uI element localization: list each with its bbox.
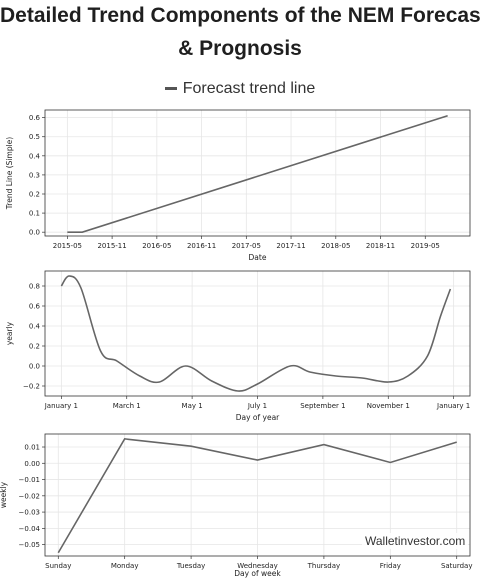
x-tick-label: 2015-05 xyxy=(53,242,82,250)
series-line xyxy=(60,275,452,392)
y-tick-label: 0.1 xyxy=(29,210,40,218)
y-tick-label: 0.00 xyxy=(24,460,40,468)
y-tick-label: −0.03 xyxy=(19,509,40,517)
x-tick-label: Thursday xyxy=(307,562,341,570)
y-tick-label: −0.01 xyxy=(19,476,40,484)
y-tick-label: −0.05 xyxy=(19,541,40,549)
y-tick-label: 0.0 xyxy=(29,363,40,371)
y-tick-label: 0.0 xyxy=(29,229,40,237)
trend-chart: 0.0 0.1 0.2 0.3 0.4 0.5 0.6 2015-05 2015-11 2016-… xyxy=(5,109,471,262)
x-tick-label: 2017-11 xyxy=(276,242,305,250)
series-line xyxy=(67,114,448,233)
x-tick-label: 2019-05 xyxy=(411,242,440,250)
x-tick-label: September 1 xyxy=(300,402,345,410)
y-axis-label: Trend Line (Simple) xyxy=(5,137,14,210)
x-tick-label: Friday xyxy=(380,562,401,570)
watermark: Walletinvestor.com xyxy=(362,533,469,549)
x-tick-label: 2018-11 xyxy=(366,242,395,250)
x-tick-label: Wednesday xyxy=(237,562,278,570)
y-tick-label: 0.5 xyxy=(29,133,40,141)
y-tick-label: 0.4 xyxy=(29,152,41,160)
y-axis-label: weekly xyxy=(0,481,8,508)
x-tick-label: Tuesday xyxy=(176,562,205,570)
y-tick-label: −0.2 xyxy=(23,383,40,391)
x-tick-label: Monday xyxy=(111,562,139,570)
x-tick-label: 2016-05 xyxy=(142,242,171,250)
x-tick-label: March 1 xyxy=(113,402,141,410)
weekly-chart: −0.05 −0.04 −0.03 −0.02 −0.01 0.00 0.01 Sunday M… xyxy=(0,433,473,578)
x-tick-label: May 1 xyxy=(182,402,203,410)
x-tick-label: 2016-11 xyxy=(187,242,216,250)
y-tick-label: −0.04 xyxy=(19,525,41,533)
x-tick-label: November 1 xyxy=(367,402,410,410)
y-tick-label: 0.6 xyxy=(29,114,41,122)
chart-title-line2: & Prognosis xyxy=(178,37,302,60)
x-tick-label: Saturday xyxy=(441,562,473,570)
x-axis-label: Date xyxy=(249,253,267,262)
y-tick-label: 0.2 xyxy=(29,191,40,199)
legend: Forecast trend line xyxy=(0,80,480,98)
x-tick-label: July 1 xyxy=(247,402,267,410)
x-tick-label: January 1 xyxy=(44,402,78,410)
y-tick-label: −0.02 xyxy=(19,492,40,500)
x-axis-label: Day of year xyxy=(236,413,280,422)
y-axis-label: yearly xyxy=(5,321,14,345)
legend-swatch xyxy=(164,87,177,91)
y-tick-label: 0.2 xyxy=(29,343,40,351)
y-tick-label: 0.01 xyxy=(24,444,40,452)
x-tick-label: 2015-11 xyxy=(97,242,126,250)
x-axis-label: Day of week xyxy=(234,569,281,578)
x-tick-label: 2018-05 xyxy=(321,242,350,250)
y-tick-label: 0.8 xyxy=(29,283,40,291)
x-tick-label: 2017-05 xyxy=(232,242,261,250)
y-tick-label: 0.6 xyxy=(29,303,41,311)
x-tick-label: January 1 xyxy=(436,402,470,410)
x-tick-label: Sunday xyxy=(45,562,71,570)
legend-label: Forecast trend line xyxy=(182,80,316,97)
yearly-chart: −0.2 0.0 0.2 0.4 0.6 0.8 January 1 March 1 May 1… xyxy=(5,270,471,422)
plot-frame xyxy=(44,109,471,237)
y-tick-label: 0.4 xyxy=(29,323,41,331)
y-tick-label: 0.3 xyxy=(29,171,40,179)
chart-title-line1: Detailed Trend Components of the NEM For… xyxy=(0,4,480,27)
series-line xyxy=(57,438,457,554)
